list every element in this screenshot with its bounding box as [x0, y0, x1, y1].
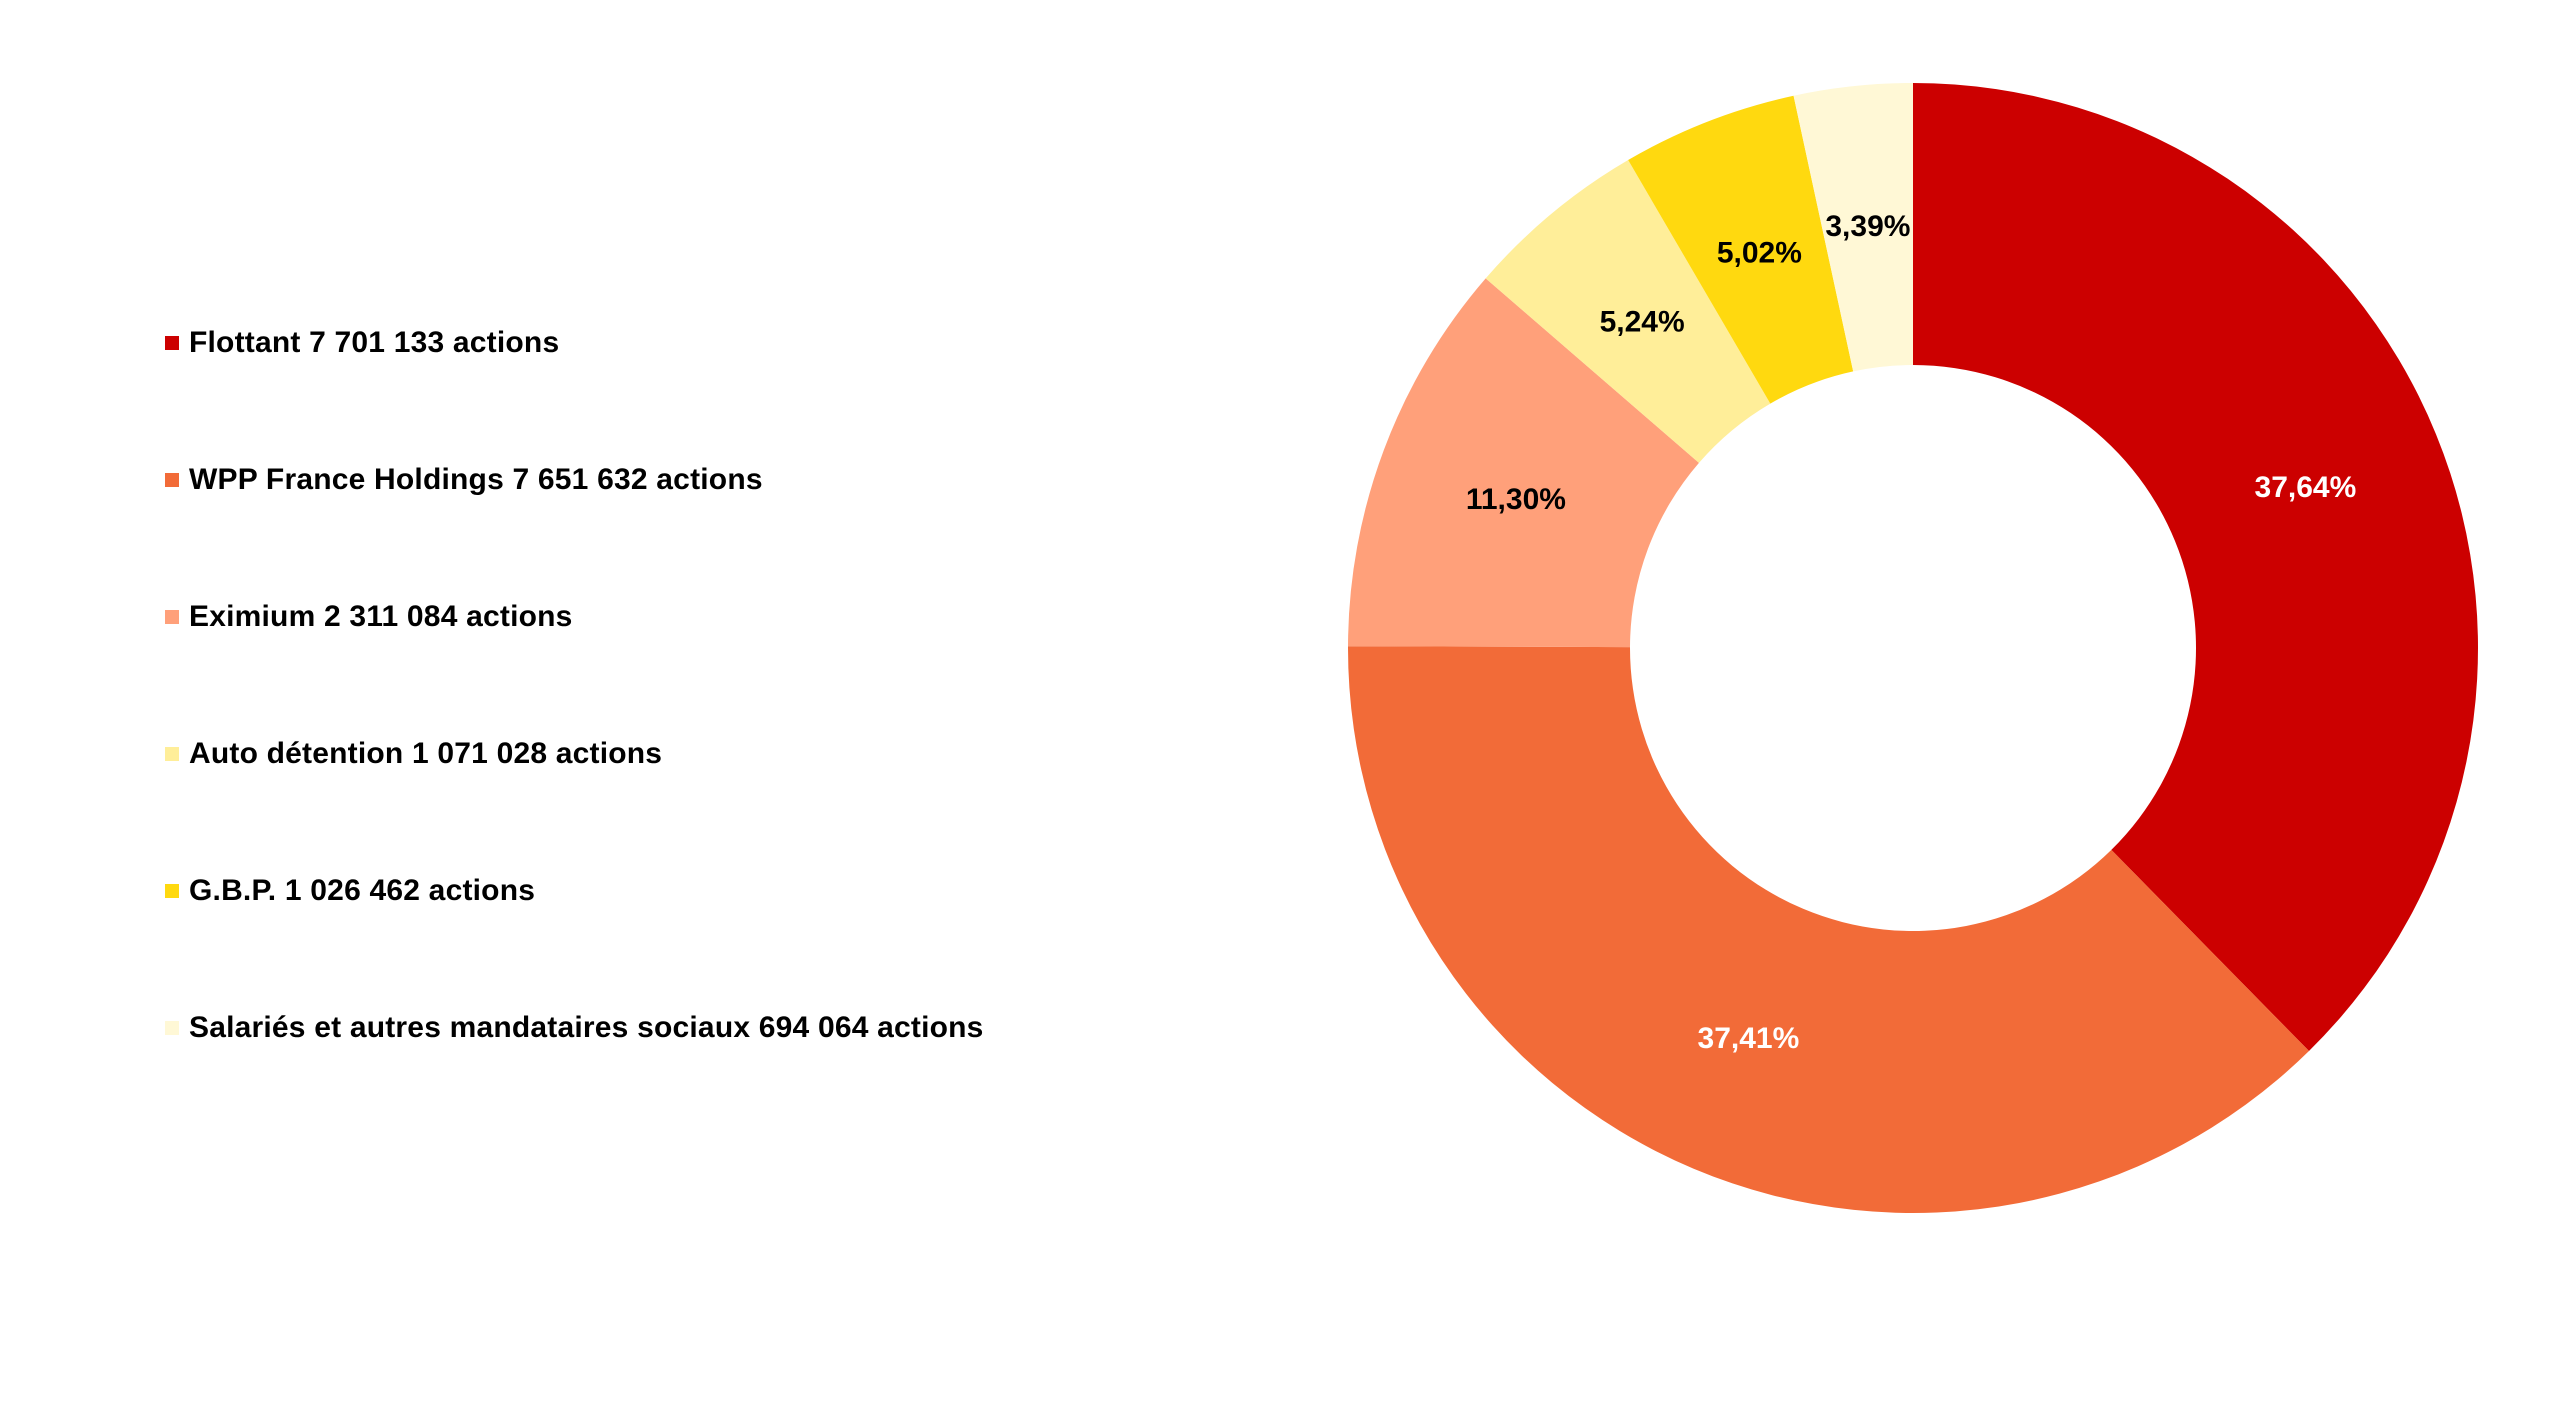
legend-swatch [165, 884, 179, 898]
slice-percentage-label: 37,64% [2255, 471, 2357, 504]
donut-slice [1913, 83, 2478, 1052]
legend-item: Eximium 2 311 084 actions [165, 597, 573, 637]
legend-item: Flottant 7 701 133 actions [165, 323, 559, 363]
legend-swatch [165, 1021, 179, 1035]
legend-label: Salariés et autres mandataires sociaux 6… [189, 1011, 984, 1044]
slice-percentage-label: 5,24% [1600, 305, 1685, 338]
chart-legend: Flottant 7 701 133 actions WPP France Hol… [0, 0, 1200, 1419]
legend-label: G.B.P. 1 026 462 actions [189, 874, 536, 907]
slice-percentage-label: 3,39% [1825, 210, 1910, 243]
donut-slice [1348, 646, 2309, 1213]
donut-slice [1628, 95, 1854, 404]
legend-item: Salariés et autres mandataires sociaux 6… [165, 1008, 984, 1048]
legend-swatch [165, 473, 179, 487]
donut-slice [1485, 160, 1771, 463]
legend-label: Auto détention 1 071 028 actions [189, 737, 663, 770]
slice-percentage-label: 37,41% [1698, 1022, 1800, 1055]
legend-swatch [165, 747, 179, 761]
legend-item: WPP France Holdings 7 651 632 actions [165, 460, 763, 500]
legend-label: Eximium 2 311 084 actions [189, 600, 573, 633]
legend-label: WPP France Holdings 7 651 632 actions [189, 463, 763, 496]
legend-item: Auto détention 1 071 028 actions [165, 734, 662, 774]
donut-slice [1348, 278, 1699, 648]
legend-item: G.B.P. 1 026 462 actions [165, 871, 535, 911]
donut-slices [1348, 83, 2478, 1213]
legend-label: Flottant 7 701 133 actions [189, 326, 560, 359]
donut-slice [1793, 83, 1913, 372]
slice-percentage-label: 11,30% [1466, 483, 1566, 516]
legend-swatch [165, 336, 179, 350]
donut-slice-labels: 37,64% 37,41% 11,30% 5,24% 5,02% 3,39% [1466, 210, 2356, 1055]
slice-percentage-label: 5,02% [1717, 236, 1802, 269]
legend-swatch [165, 610, 179, 624]
